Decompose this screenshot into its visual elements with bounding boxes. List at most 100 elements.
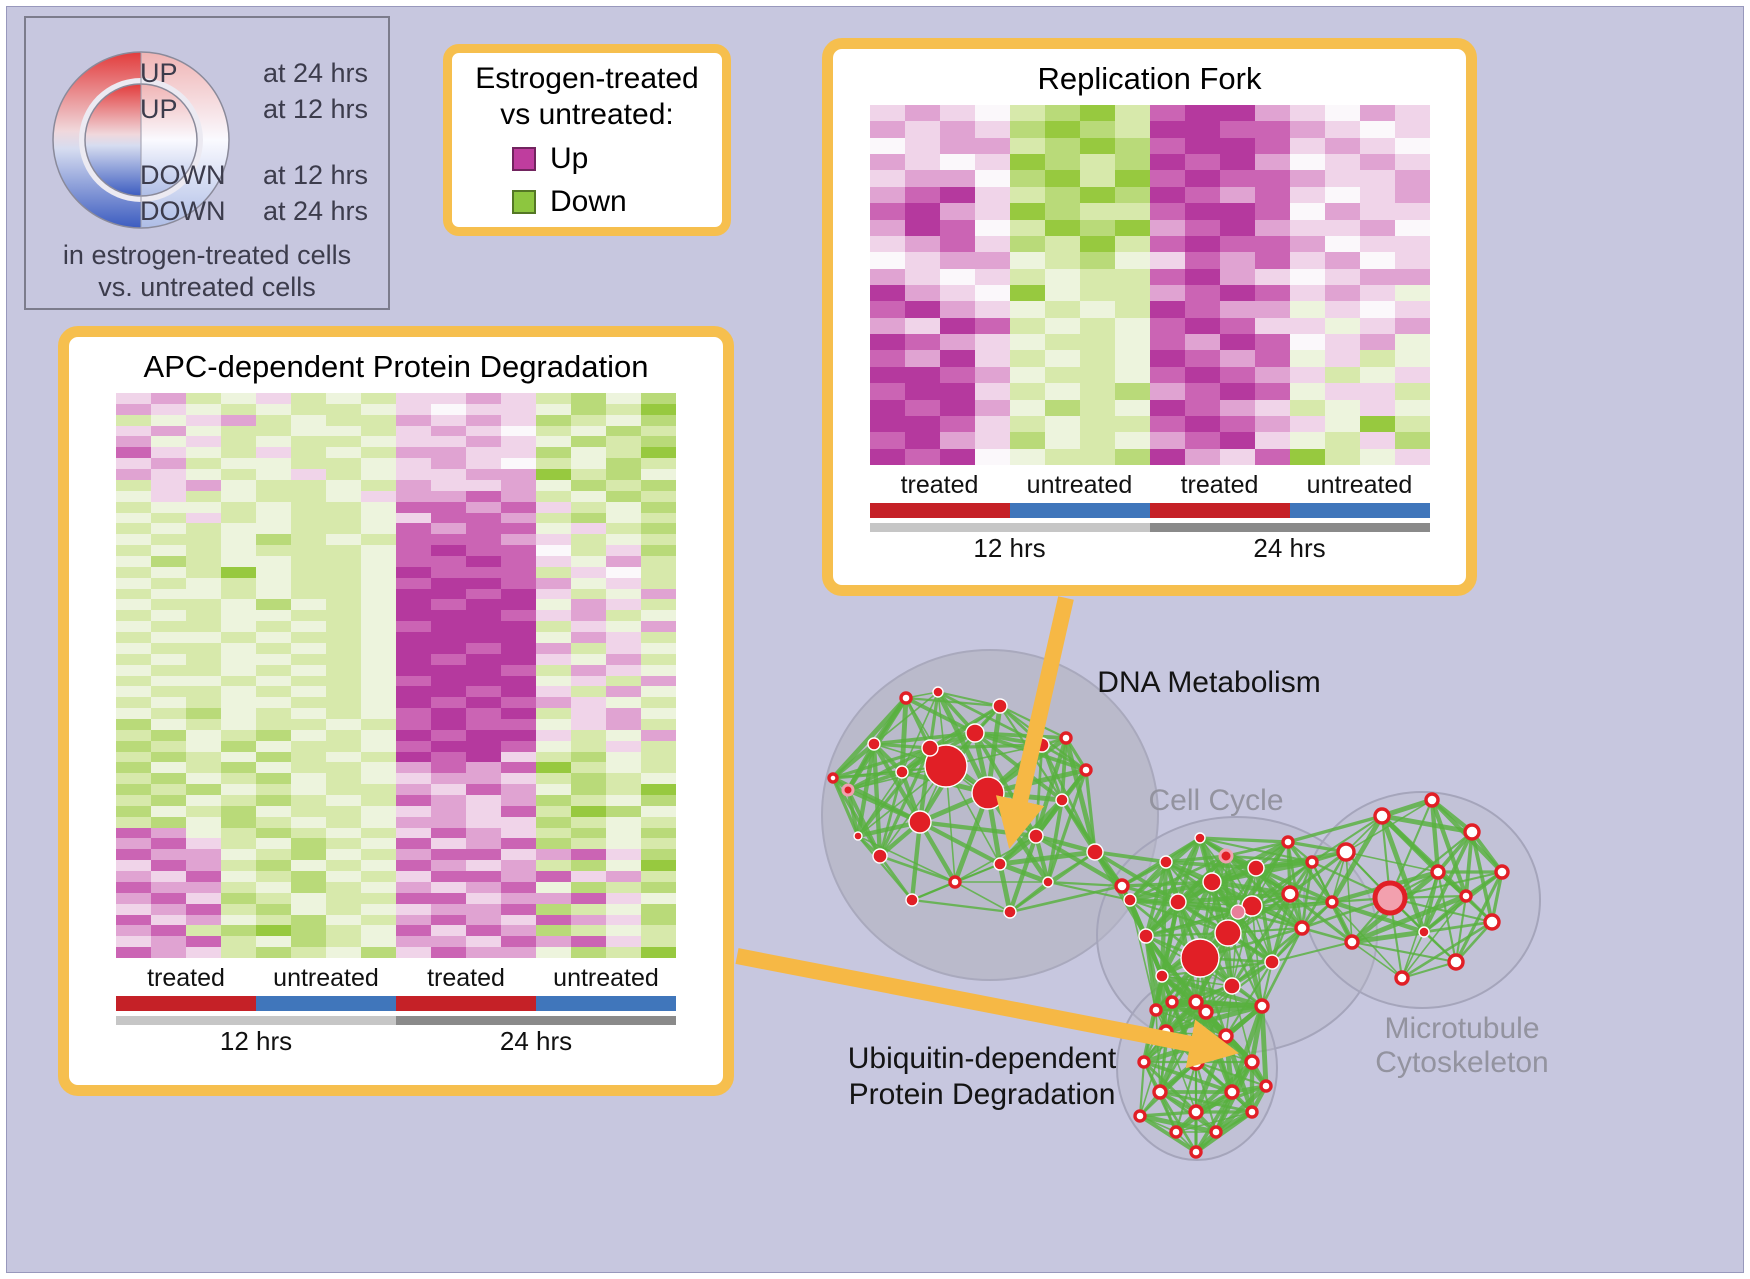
heatmap-cell (396, 653, 431, 665)
heatmap-cell (361, 610, 396, 622)
heatmap-cell (151, 871, 186, 882)
heatmap-cell (904, 366, 940, 384)
heatmap-cell (501, 925, 536, 937)
heatmap-cell (396, 664, 431, 676)
heatmap-cell (151, 762, 186, 774)
heatmap-cell (501, 838, 536, 850)
heatmap-cell (1324, 317, 1360, 335)
heatmap-cell (536, 490, 571, 502)
heatmap-cell (641, 708, 676, 719)
heatmap-cell (431, 577, 466, 589)
heatmap-cell (116, 740, 151, 752)
heatmap-cell (186, 436, 221, 448)
heatmap-cell (606, 393, 641, 404)
heatmap-cell (606, 555, 641, 567)
heatmap-cell (466, 697, 501, 709)
heatmap-cell (116, 871, 151, 882)
legend-time: at 12 hrs (262, 94, 368, 124)
heatmap-cell (186, 816, 221, 828)
heatmap-cell (1184, 186, 1220, 204)
heatmap-cell (501, 718, 536, 730)
heatmap-cell (641, 903, 676, 915)
timepoint-bar-segment (869, 523, 1150, 532)
heatmap-cell (641, 632, 676, 643)
heatmap-cell (1044, 105, 1080, 122)
heatmap-cell (1254, 448, 1290, 465)
condition-color-bar (116, 996, 676, 1011)
heatmap-cell (1219, 317, 1255, 335)
heatmap-cell (326, 458, 361, 470)
heatmap-cell (186, 914, 221, 926)
heatmap-cell (186, 642, 221, 654)
heatmap-cell (1219, 203, 1255, 220)
heatmap-cell (536, 773, 571, 785)
heatmap-cell (1114, 137, 1150, 155)
heatmap-cell (501, 632, 536, 643)
heatmap-cell (256, 501, 291, 513)
heatmap-cell (939, 105, 975, 122)
heatmap-cell (869, 284, 905, 302)
heatmap-cell (1079, 383, 1115, 400)
heatmap-cell (291, 512, 326, 524)
timepoint-label: 24 hrs (1253, 532, 1326, 563)
heatmap-cell (606, 838, 641, 850)
heatmap-cell (1394, 383, 1430, 400)
heatmap-cell (186, 577, 221, 589)
heatmap-cell (326, 740, 361, 752)
heatmap-cell (221, 425, 256, 437)
heatmap-cell (939, 432, 975, 449)
heatmap-cell (361, 903, 396, 915)
heatmap-cell (151, 555, 186, 567)
heatmap-cell (396, 925, 431, 937)
heatmap-cell (466, 947, 501, 958)
heatmap-cell (1079, 415, 1115, 433)
heatmap-cell (606, 871, 641, 882)
heatmap-cell (1394, 121, 1430, 138)
heatmap-cell (431, 936, 466, 948)
heatmap-cell (186, 610, 221, 622)
heatmap-cell (1254, 105, 1290, 122)
heatmap-cell (326, 881, 361, 893)
replication-fork-title: Replication Fork (1037, 61, 1262, 96)
heatmap-cell (221, 762, 256, 774)
heatmap-cell (606, 610, 641, 622)
heatmap-cell (536, 892, 571, 904)
heatmap-cell (221, 534, 256, 546)
heatmap-cell (501, 653, 536, 665)
heatmap-cell (186, 653, 221, 665)
heatmap-cell (1079, 432, 1115, 449)
heatmap-cell (186, 588, 221, 600)
heatmap-cell (256, 588, 291, 600)
heatmap-cell (396, 762, 431, 774)
heatmap-cell (1149, 317, 1185, 335)
heatmap-cell (361, 871, 396, 882)
heatmap-cell (904, 154, 940, 171)
heatmap-cell (116, 881, 151, 893)
heatmap-cell (1009, 170, 1045, 187)
heatmap-cell (1149, 415, 1185, 433)
heatmap-cell (536, 925, 571, 937)
heatmap-cell (326, 414, 361, 426)
heatmap-cell (361, 914, 396, 926)
heatmap-cell (1149, 121, 1185, 138)
heatmap-cell (939, 203, 975, 220)
heatmap-cell (501, 740, 536, 752)
heatmap-cell (1149, 105, 1185, 122)
heatmap-cell (501, 469, 536, 480)
heatmap-cell (1219, 399, 1255, 416)
heatmap-cell (361, 849, 396, 861)
heatmap-cell (1219, 415, 1255, 433)
heatmap-cell (151, 588, 186, 600)
heatmap-cell (361, 501, 396, 513)
heatmap-cell (1289, 268, 1325, 285)
heatmap-cell (606, 425, 641, 437)
heatmap-cell (466, 805, 501, 817)
heatmap-cell (151, 425, 186, 437)
heatmap-cell (361, 425, 396, 437)
heatmap-cell (291, 881, 326, 893)
heatmap-cell (1184, 366, 1220, 384)
heatmap-cell (431, 860, 466, 872)
heatmap-cell (151, 686, 186, 698)
heatmap-cell (361, 805, 396, 817)
heatmap-cell (291, 686, 326, 698)
